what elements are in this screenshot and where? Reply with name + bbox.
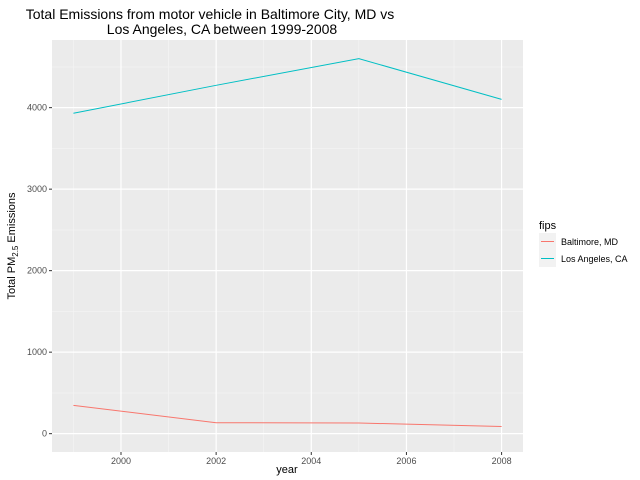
chart-title-line-2: Los Angeles, CA between 1999-2008 [107,21,338,37]
legend: Baltimore, MD Los Angeles, CA [539,233,628,267]
legend-title: fips [539,220,557,232]
y-axis-title-suffix: Emissions [6,192,18,246]
series-lines [73,58,502,427]
y-tick-label: 4000 [27,103,47,113]
x-tick-label: 2008 [492,456,512,466]
legend-label: Los Angeles, CA [561,254,628,264]
y-axis-ticks: 0 1000 2000 3000 4000 [27,103,52,439]
legend-label: Baltimore, MD [561,237,619,247]
grid-major [52,40,523,452]
plot-panel [52,40,523,452]
chart-title-line-1: Total Emissions from motor vehicle in Ba… [26,6,395,22]
y-axis-title: Total PM2.5 Emissions [6,192,20,300]
series-line-2 [73,58,502,114]
series-line-1 [73,404,502,427]
y-axis-title-subscript: 2.5 [11,245,20,257]
y-tick-label: 0 [42,429,47,439]
x-tick-label: 2002 [206,456,226,466]
x-tick-label: 2004 [301,456,321,466]
grid-minor [52,40,523,452]
x-tick-label: 2000 [111,456,131,466]
y-tick-label: 2000 [27,266,47,276]
x-axis-ticks: 2000 2002 2004 2006 2008 [111,452,512,466]
y-tick-label: 1000 [27,347,47,357]
x-tick-label: 2006 [396,456,416,466]
x-axis-title: year [276,464,298,476]
y-axis-title-prefix: Total PM [6,257,18,300]
y-tick-label: 3000 [27,184,47,194]
